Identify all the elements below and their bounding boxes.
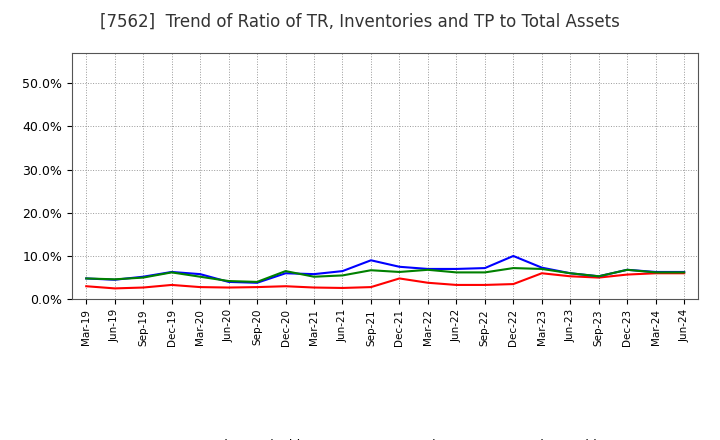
Trade Receivables [366, 284, 375, 290]
Trade Receivables [537, 271, 546, 276]
Inventories [338, 268, 347, 274]
Trade Payables [423, 267, 432, 272]
Trade Payables [537, 266, 546, 271]
Inventories [652, 269, 660, 275]
Trade Receivables [225, 285, 233, 290]
Trade Receivables [423, 280, 432, 286]
Trade Payables [595, 274, 603, 279]
Inventories [196, 271, 204, 277]
Inventories [480, 265, 489, 271]
Trade Payables [366, 268, 375, 273]
Inventories [282, 271, 290, 276]
Trade Receivables [480, 282, 489, 288]
Inventories [537, 265, 546, 270]
Inventories [623, 267, 631, 272]
Trade Payables [196, 274, 204, 279]
Trade Payables [623, 267, 631, 272]
Trade Payables [110, 277, 119, 282]
Trade Payables [225, 279, 233, 284]
Trade Receivables [110, 286, 119, 291]
Line: Trade Payables: Trade Payables [86, 268, 684, 282]
Trade Receivables [509, 282, 518, 287]
Inventories [253, 280, 261, 286]
Inventories [423, 266, 432, 271]
Trade Payables [566, 271, 575, 276]
Inventories [310, 271, 318, 277]
Trade Payables [82, 276, 91, 281]
Trade Receivables [395, 276, 404, 281]
Trade Receivables [82, 284, 91, 289]
Trade Receivables [338, 285, 347, 290]
Trade Payables [652, 270, 660, 275]
Inventories [509, 253, 518, 259]
Trade Receivables [310, 285, 318, 290]
Line: Trade Receivables: Trade Receivables [86, 273, 684, 288]
Trade Receivables [566, 274, 575, 279]
Trade Receivables [595, 275, 603, 280]
Trade Receivables [623, 272, 631, 277]
Trade Receivables [452, 282, 461, 288]
Text: [7562]  Trend of Ratio of TR, Inventories and TP to Total Assets: [7562] Trend of Ratio of TR, Inventories… [100, 13, 620, 31]
Legend: Trade Receivables, Inventories, Trade Payables: Trade Receivables, Inventories, Trade Pa… [155, 433, 616, 440]
Trade Receivables [680, 271, 688, 276]
Inventories [395, 264, 404, 269]
Trade Receivables [282, 284, 290, 289]
Inventories [225, 279, 233, 285]
Trade Payables [167, 270, 176, 275]
Trade Payables [480, 270, 489, 275]
Inventories [167, 269, 176, 275]
Trade Payables [139, 275, 148, 280]
Trade Receivables [253, 284, 261, 290]
Inventories [110, 277, 119, 282]
Line: Inventories: Inventories [86, 256, 684, 283]
Inventories [82, 276, 91, 281]
Trade Payables [310, 274, 318, 279]
Trade Payables [395, 269, 404, 275]
Trade Payables [338, 273, 347, 278]
Inventories [595, 274, 603, 279]
Inventories [139, 274, 148, 279]
Trade Payables [282, 268, 290, 274]
Inventories [366, 258, 375, 263]
Trade Payables [509, 265, 518, 271]
Trade Payables [452, 270, 461, 275]
Trade Receivables [139, 285, 148, 290]
Trade Payables [680, 270, 688, 275]
Inventories [566, 271, 575, 276]
Trade Receivables [652, 271, 660, 276]
Inventories [452, 266, 461, 271]
Trade Receivables [196, 284, 204, 290]
Inventories [680, 269, 688, 275]
Trade Receivables [167, 282, 176, 288]
Trade Payables [253, 279, 261, 285]
